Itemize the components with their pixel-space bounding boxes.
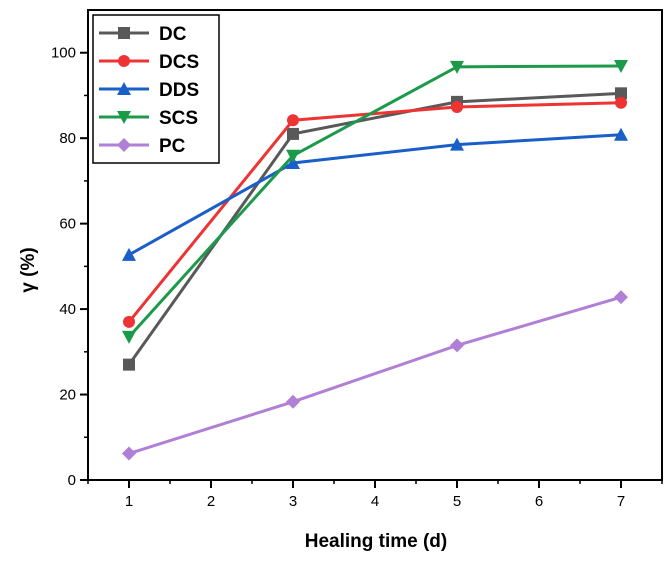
- legend-marker-scs: [117, 111, 131, 124]
- data-point-dc: [287, 127, 299, 140]
- x-axis-title: Healing time (d): [305, 531, 448, 552]
- series-dds: [122, 127, 628, 261]
- legend-marker-dds: [117, 82, 131, 95]
- x-tick-label: 1: [125, 493, 133, 510]
- data-point-dc: [123, 358, 135, 371]
- series-line-pc: [128, 295, 622, 455]
- data-point-pc: [286, 394, 300, 409]
- data-point-dcs: [615, 96, 627, 109]
- data-point-dcs: [451, 100, 463, 113]
- data-point-scs: [286, 149, 300, 163]
- x-tick-label: 6: [535, 493, 543, 510]
- series-pc: [122, 290, 628, 461]
- data-point-scs: [614, 59, 628, 73]
- legend-marker-dcs: [118, 55, 130, 67]
- data-point-pc: [450, 338, 464, 353]
- series-line-dcs: [127, 101, 622, 323]
- legend-label-dds: DDS: [159, 80, 199, 101]
- x-tick-label: 7: [617, 493, 625, 510]
- series-group: [122, 59, 628, 461]
- series-line-dc: [127, 91, 622, 366]
- legend-label-pc: PC: [159, 136, 186, 157]
- y-tick-label: 0: [68, 472, 76, 489]
- legend: DC DCS DDS SCS PC: [92, 14, 220, 164]
- data-point-dcs: [287, 114, 299, 127]
- data-point-pc: [122, 446, 136, 461]
- x-tick-label: 4: [371, 493, 379, 510]
- data-point-dds: [450, 137, 464, 151]
- x-tick-label: 3: [289, 493, 297, 510]
- series-dcs: [123, 96, 627, 328]
- x-tick-label: 2: [207, 493, 215, 510]
- y-tick-label: 20: [59, 387, 76, 404]
- y-tick-label: 60: [59, 216, 76, 233]
- data-point-dds: [122, 247, 136, 261]
- legend-marker-dc: [118, 27, 130, 39]
- y-axis-title: γ (%): [18, 247, 39, 292]
- y-tick-label: 80: [59, 130, 76, 147]
- y-tick-label: 40: [59, 301, 76, 318]
- series-dc: [123, 87, 627, 371]
- series-line-scs: [127, 64, 622, 338]
- data-point-scs: [122, 330, 136, 344]
- series-scs: [122, 59, 628, 344]
- legend-label-dcs: DCS: [159, 52, 199, 73]
- legend-label-dc: DC: [159, 24, 187, 45]
- data-point-pc: [614, 290, 628, 305]
- data-point-dds: [614, 127, 628, 141]
- legend-marker-pc: [117, 138, 131, 152]
- data-point-scs: [450, 60, 464, 74]
- legend-label-scs: SCS: [159, 108, 198, 129]
- data-point-dc: [615, 87, 627, 100]
- x-tick-label: 5: [453, 493, 461, 510]
- axes: 1 2 3 4 5 6 7 0 20 40 60 80 100: [51, 9, 663, 510]
- series-line-dds: [128, 133, 622, 257]
- y-tick-label: 100: [51, 45, 76, 62]
- data-point-dcs: [123, 315, 135, 328]
